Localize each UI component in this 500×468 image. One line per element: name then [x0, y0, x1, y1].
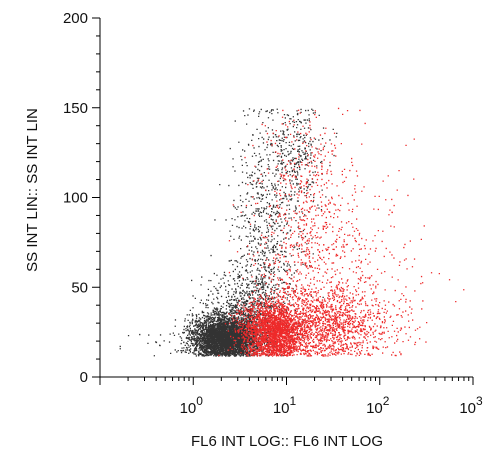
x-tick-label: 103 [459, 394, 483, 417]
y-tick-label: 150 [63, 100, 88, 117]
series-1-dots [218, 107, 465, 357]
axis-ticks: 0 50 100 150 200 100 101 102 103 [63, 10, 483, 417]
x-tick-label: 100 [180, 394, 204, 417]
x-tick-label: 101 [273, 394, 297, 417]
y-tick-label: 0 [80, 369, 88, 386]
series-1-points [218, 107, 465, 357]
y-tick-label: 50 [71, 279, 88, 296]
x-axis-title: FL6 INT LOG:: FL6 INT LOG [191, 433, 383, 450]
data-points [119, 107, 465, 357]
y-tick-label: 100 [63, 190, 88, 207]
y-tick-label: 200 [63, 10, 88, 27]
x-tick-label: 102 [366, 394, 390, 417]
y-axis-title: SS INT LIN:: SS INT LIN [24, 108, 41, 272]
